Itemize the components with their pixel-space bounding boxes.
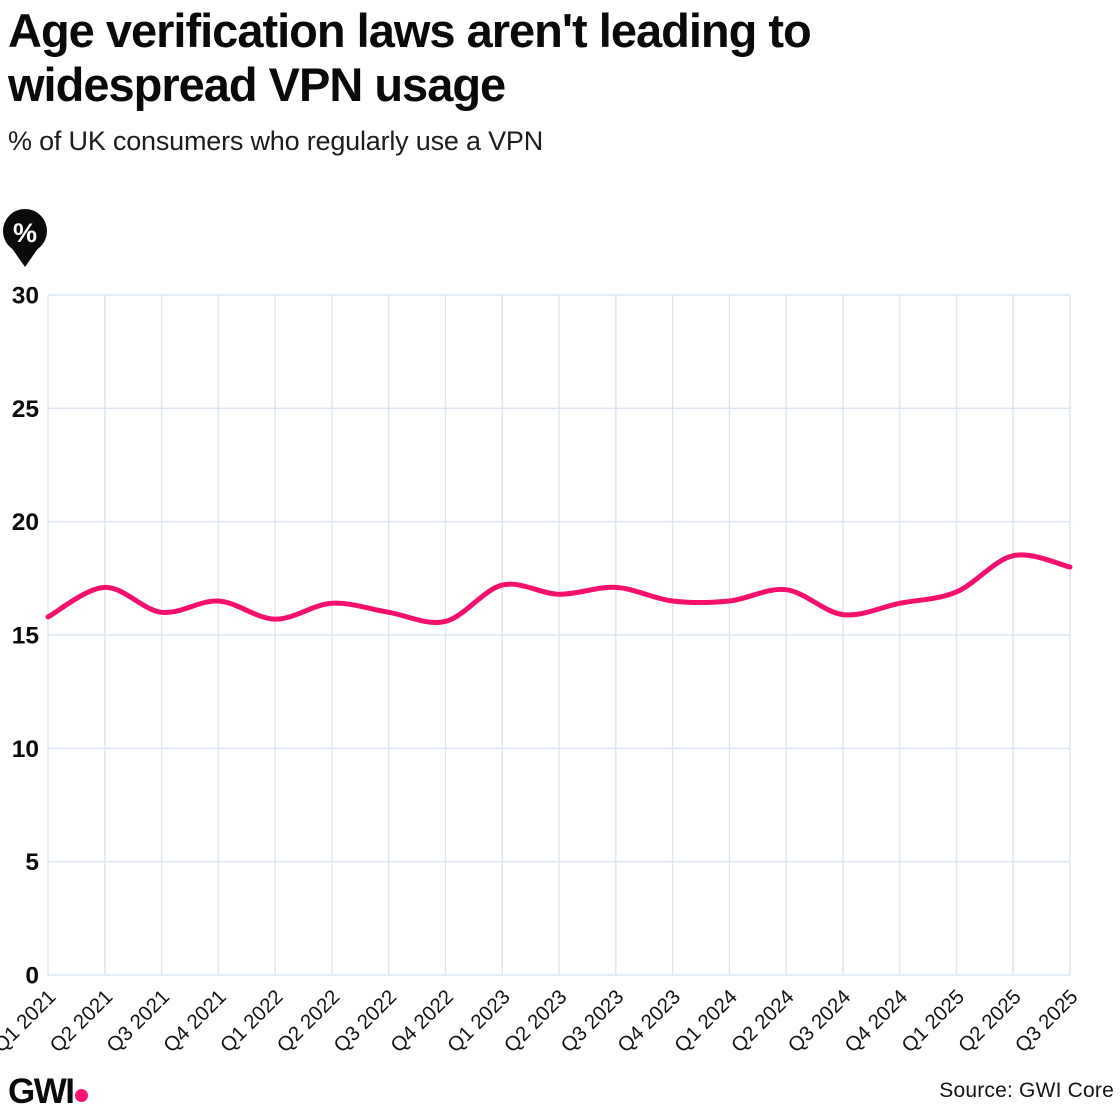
y-tick-label: 0	[25, 963, 39, 990]
source-credit: Source: GWI Core	[939, 1079, 1114, 1102]
chart-title: Age verification laws aren't leading to w…	[8, 4, 1108, 112]
y-tick-label: 10	[12, 736, 39, 763]
y-tick-label: 20	[12, 509, 39, 536]
y-tick-label: 30	[12, 283, 39, 310]
y-tick-label: 5	[25, 849, 39, 876]
chart-subtitle: % of UK consumers who regularly use a VP…	[8, 126, 544, 156]
y-tick-label: 25	[12, 396, 39, 423]
gwi-logo: GWI	[8, 1072, 89, 1112]
gwi-logo-text: GWI	[8, 1072, 75, 1111]
chart-title-line1: Age verification laws aren't leading to	[8, 4, 812, 57]
chart-title-line2: widespread VPN usage	[8, 58, 506, 111]
y-tick-label: 15	[12, 623, 39, 650]
percent-badge-label: %	[13, 218, 37, 248]
gwi-logo-dot-icon	[75, 1089, 89, 1102]
percent-unit-badge: %	[2, 209, 48, 269]
vpn-usage-line	[45, 552, 1073, 625]
chart-header: Age verification laws aren't leading to w…	[8, 4, 1108, 157]
map-pin-percent-icon: %	[3, 209, 47, 267]
x-tick-label: Q3 2025	[1011, 985, 1083, 1057]
